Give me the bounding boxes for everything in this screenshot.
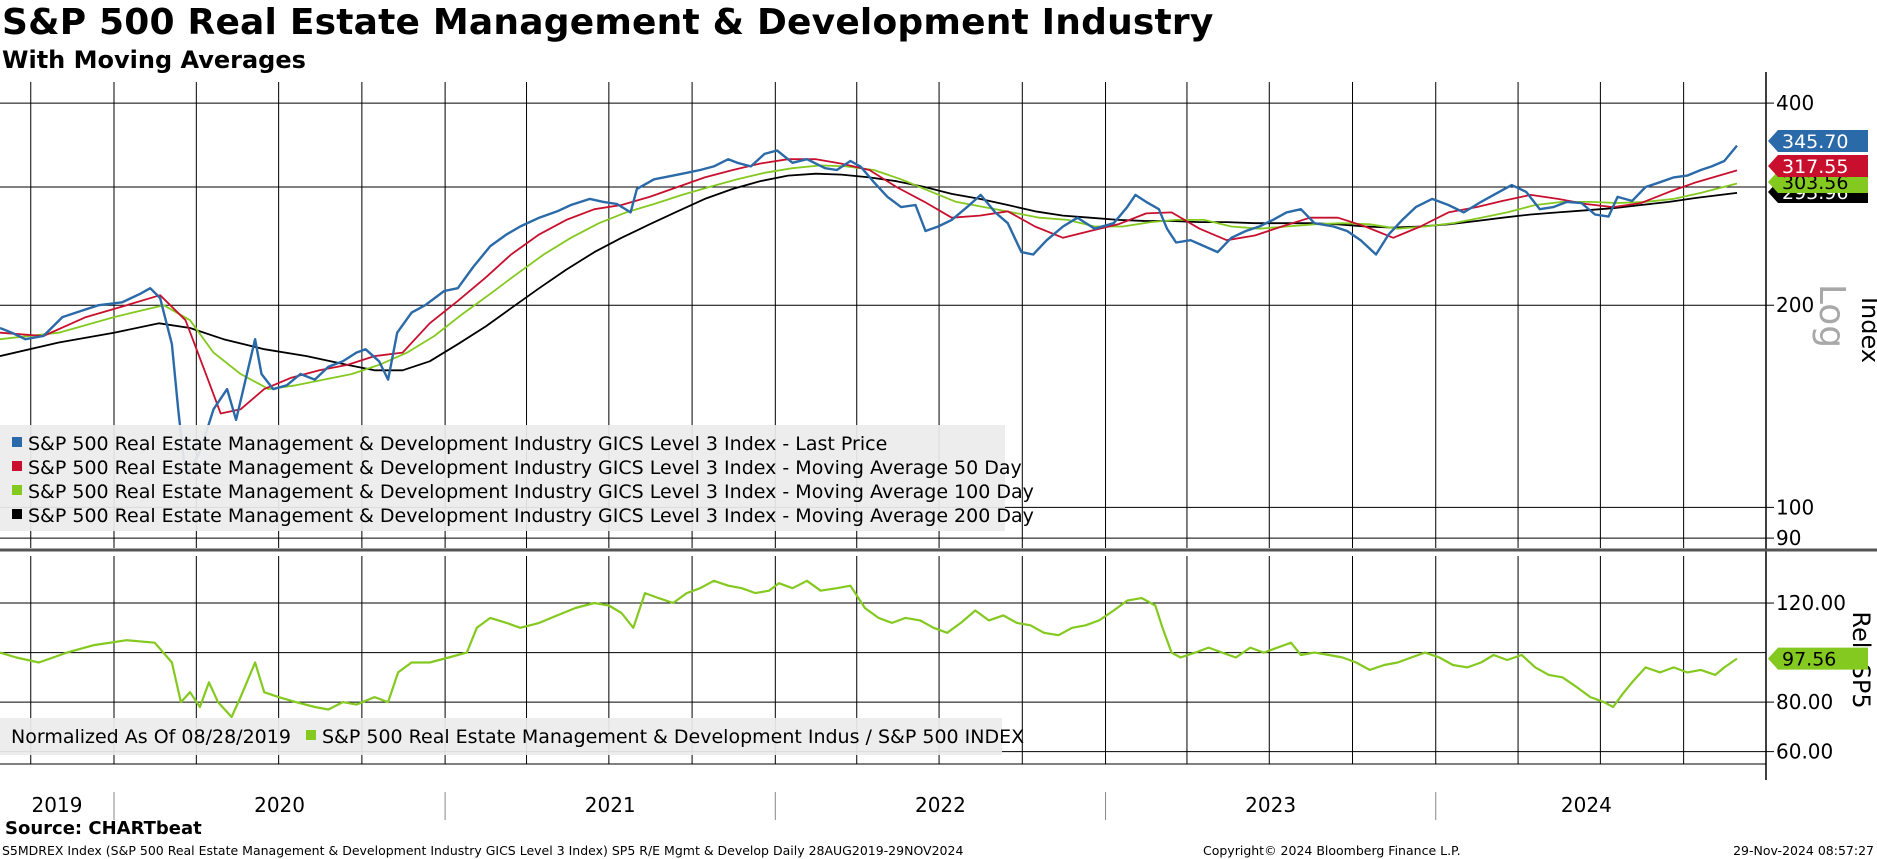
scale-label: Log xyxy=(1811,284,1852,348)
y-tick-label: 80.00 xyxy=(1776,690,1833,714)
y-tick-label: 90 xyxy=(1776,526,1801,550)
legend-label: S&P 500 Real Estate Management & Develop… xyxy=(28,457,1022,479)
page-title: S&P 500 Real Estate Management & Develop… xyxy=(2,2,1214,43)
last-value-label: 97.56 xyxy=(1782,649,1836,671)
x-tick-label: 2023 xyxy=(1245,793,1296,817)
y-tick-label: 60.00 xyxy=(1776,740,1833,764)
y-tick-label: 100 xyxy=(1776,495,1814,519)
axes: 90 100 200 400 60.00 80.00 120.00 2019 2020 2021 2… xyxy=(0,72,1877,820)
legend-swatch xyxy=(12,485,22,495)
x-tick-label: 2024 xyxy=(1561,793,1612,817)
legend-label: S&P 500 Real Estate Management & Develop… xyxy=(28,481,1034,503)
last-value-label: 317.55 xyxy=(1782,156,1848,178)
legend-box xyxy=(0,425,1005,531)
last-value-flag xyxy=(1768,155,1868,177)
timestamp: 29-Nov-2024 08:57:27 xyxy=(1733,843,1874,858)
series-line-ma100 xyxy=(0,164,1738,391)
last-value-flag xyxy=(1768,130,1868,152)
y-tick-label: 120.00 xyxy=(1776,591,1846,615)
upper-series xyxy=(0,144,1738,476)
copyright-note: Copyright© 2024 Bloomberg Finance L.P. xyxy=(1203,843,1461,858)
x-tick-label: 2020 xyxy=(254,793,305,817)
series-description: S5MDREX Index (S&P 500 Real Estate Manag… xyxy=(2,843,964,858)
last-value-label: 303.56 xyxy=(1782,172,1848,194)
upper-legend: S&P 500 Real Estate Management & Develop… xyxy=(0,425,1034,531)
y-axis-title: Index xyxy=(1856,297,1877,363)
legend-swatch xyxy=(306,730,316,740)
normalization-note: Normalized As Of 08/28/2019 xyxy=(11,726,291,748)
series-line-ma200 xyxy=(0,172,1738,372)
legend-swatch xyxy=(12,509,22,519)
y-tick-label: 200 xyxy=(1776,293,1814,317)
x-tick-label: 2019 xyxy=(32,793,83,817)
page-subtitle: With Moving Averages xyxy=(2,46,306,74)
legend-label: S&P 500 Real Estate Management & Develop… xyxy=(28,433,887,455)
legend-label: S&P 500 Real Estate Management & Develop… xyxy=(322,726,1024,748)
x-tick-label: 2021 xyxy=(585,793,636,817)
lower-legend: Normalized As Of 08/28/2019 S&P 500 Real … xyxy=(0,718,1024,755)
series-line-relative xyxy=(0,579,1738,719)
series-line-ma50 xyxy=(0,158,1738,415)
x-tick-label: 2022 xyxy=(915,793,966,817)
legend-box xyxy=(0,718,1002,755)
last-value-flag xyxy=(1768,647,1868,670)
last-value-label: 345.70 xyxy=(1782,131,1848,153)
y-tick-label: 400 xyxy=(1776,91,1814,115)
source-note: Source: CHARTbeat xyxy=(5,818,202,839)
legend-swatch xyxy=(12,461,22,471)
legend-swatch xyxy=(12,437,22,447)
lower-series xyxy=(0,579,1738,719)
legend-label: S&P 500 Real Estate Management & Develop… xyxy=(28,505,1034,527)
series-line-last_price xyxy=(0,144,1738,476)
